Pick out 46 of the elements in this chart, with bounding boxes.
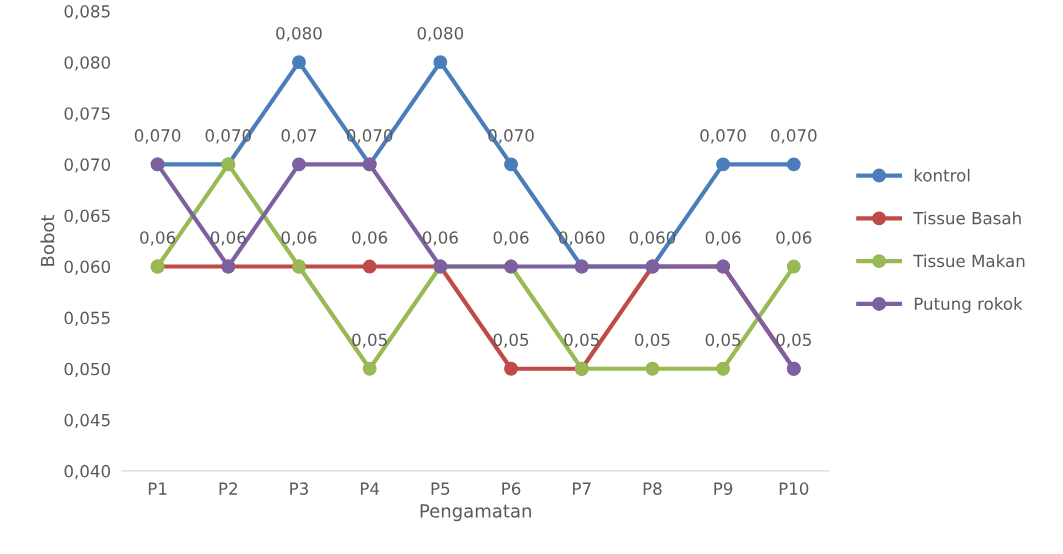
y-tick-label: 0,055	[64, 311, 110, 326]
data-label: 0,06	[281, 231, 317, 246]
legend-label: Tissue Basah	[913, 211, 1021, 225]
data-label: 0,06	[705, 231, 741, 246]
data-label: 0,06	[422, 231, 458, 246]
x-tick-label: P9	[714, 482, 733, 495]
data-label: 0,06	[493, 231, 529, 246]
y-tick-label: 0,065	[64, 209, 110, 224]
legend-label: Putung rokok	[914, 297, 1023, 314]
x-tick-label: P3	[290, 482, 308, 495]
data-label: 0,05	[705, 333, 741, 348]
y-tick-label: 0,060	[64, 260, 111, 275]
x-tick-label: P6	[502, 482, 521, 495]
x-tick-label: P8	[643, 482, 662, 495]
y-tick-label: 0,080	[64, 56, 111, 71]
legend-label: Tissue Makan	[913, 254, 1025, 268]
data-label: 0,080	[276, 26, 322, 42]
data-label: 0,05	[634, 333, 670, 348]
x-tick-label: P7	[573, 482, 591, 495]
data-label: 0,06	[776, 231, 812, 246]
data-label: 0,070	[700, 129, 746, 144]
data-label: 0,05	[493, 333, 529, 348]
data-label: 0,06	[352, 231, 388, 246]
y-tick-label: 0,040	[64, 464, 111, 480]
x-tick-label: P2	[219, 482, 237, 495]
x-tick-label: P5	[431, 482, 450, 495]
x-tick-label: P4	[360, 482, 380, 495]
y-tick-label: 0,050	[64, 362, 111, 377]
x-axis-title: Pengamatan	[420, 504, 531, 522]
y-tick-label: 0,085	[64, 5, 110, 20]
data-label: 0,06	[140, 231, 176, 246]
data-label: 0,080	[417, 26, 464, 42]
data-label: 0,05	[776, 333, 811, 348]
data-label: 0,05	[352, 333, 387, 348]
x-tick-label: P10	[779, 482, 809, 495]
data-label: 0,070	[771, 129, 817, 144]
y-axis-title: Bobot	[40, 214, 55, 266]
y-tick-label: 0,070	[64, 158, 111, 173]
y-tick-label: 0,075	[64, 107, 110, 122]
legend-label: kontrol	[914, 168, 970, 182]
data-label: 0,07	[281, 129, 317, 144]
data-label: 0,05	[564, 333, 599, 348]
data-label: 0,070	[134, 129, 181, 144]
data-label: 0,06	[210, 231, 246, 246]
y-tick-label: 0,045	[64, 413, 110, 429]
x-tick-label: P1	[148, 482, 167, 495]
